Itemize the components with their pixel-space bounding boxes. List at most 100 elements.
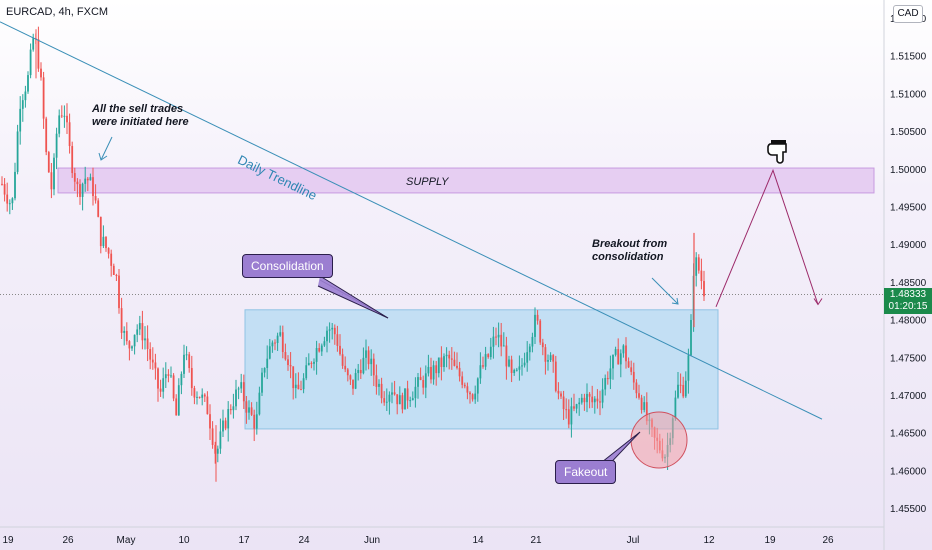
projection-path <box>715 168 819 307</box>
candle-body <box>515 369 518 371</box>
currency-badge[interactable]: CAD <box>893 5 923 23</box>
candle-body <box>209 414 211 429</box>
candle-body <box>40 68 42 78</box>
candle-body <box>313 361 315 364</box>
candle-body <box>560 393 562 397</box>
candle-body <box>6 194 9 204</box>
candle-body <box>609 368 612 380</box>
candle-body <box>580 397 583 403</box>
hand-shape <box>767 143 787 164</box>
candle-body <box>92 177 94 197</box>
price-tick-label: 1.47000 <box>890 391 927 402</box>
candle-body <box>588 393 591 397</box>
candle-body <box>253 414 256 429</box>
candle-body <box>453 359 456 366</box>
pointing-hand-icon <box>767 140 787 164</box>
symbol-label[interactable]: EURCAD, 4h, FXCM <box>6 6 109 18</box>
candle-body <box>531 336 534 347</box>
candle-body <box>617 349 620 365</box>
candle-body <box>27 75 29 92</box>
candle-body <box>232 406 235 411</box>
candle-body <box>627 361 630 368</box>
time-tick-label: May <box>117 535 136 546</box>
candle-body <box>162 378 165 392</box>
candle-body <box>37 39 40 69</box>
supply-zone <box>57 167 875 194</box>
candle-body <box>320 345 323 352</box>
candle-body <box>437 357 440 374</box>
candle-body <box>86 178 89 181</box>
candle-body <box>255 414 258 429</box>
supply-label: SUPPLY <box>406 176 449 188</box>
time-tick-label: 19 <box>2 535 14 546</box>
candle-body <box>391 392 393 395</box>
candle-body <box>526 352 529 363</box>
candle-body <box>266 358 269 368</box>
candle-body <box>292 366 295 389</box>
candle-body <box>131 346 133 349</box>
candle-body <box>294 384 297 389</box>
candle-body <box>190 368 193 389</box>
candle-body <box>89 177 92 181</box>
candle-body <box>196 396 198 398</box>
candle-body <box>372 358 375 376</box>
candle-body <box>495 336 497 338</box>
candle-body <box>383 398 386 403</box>
candle-body <box>297 384 300 390</box>
candle-body <box>567 409 570 425</box>
candle-body <box>482 365 484 367</box>
candle-body <box>695 257 698 276</box>
candle-body <box>341 354 344 366</box>
candle-body <box>367 350 370 365</box>
candle-body <box>586 393 588 403</box>
candle-body <box>557 390 560 394</box>
price-tick-label: 1.50500 <box>890 127 927 138</box>
candle-body <box>19 108 22 132</box>
candle-body <box>180 373 183 386</box>
candle-body <box>97 200 100 217</box>
fakeout-label[interactable]: Fakeout <box>555 460 617 484</box>
consolidation-label[interactable]: Consolidation <box>242 254 333 278</box>
candle-body <box>8 203 11 205</box>
candle-body <box>63 115 66 117</box>
candle-body <box>248 407 250 413</box>
breakout-arrowhead <box>671 297 679 305</box>
candle-body <box>206 396 209 415</box>
current-price-value: 1.48333 <box>889 289 927 300</box>
candle-body <box>679 384 682 386</box>
candle-body <box>406 388 409 401</box>
candle-body <box>1 183 3 185</box>
candle-body <box>128 341 131 349</box>
candle-body <box>635 382 638 394</box>
candle-body <box>417 377 419 387</box>
candle-body <box>274 342 276 344</box>
time-tick-label: 24 <box>298 535 310 546</box>
candle-body <box>632 371 635 383</box>
candle-body <box>240 382 243 389</box>
candle-body <box>172 375 175 399</box>
candle-body <box>71 146 74 174</box>
time-tick-label: 26 <box>62 535 74 546</box>
time-tick-label: 10 <box>178 535 190 546</box>
candle-body <box>554 361 557 391</box>
time-tick-label: 19 <box>764 535 776 546</box>
candle-body <box>157 368 159 389</box>
projection-arrowhead <box>813 298 823 306</box>
candle-body <box>604 377 607 390</box>
candle-body <box>677 384 679 398</box>
candle-body <box>326 330 328 342</box>
candle-body <box>583 397 586 403</box>
candle-body <box>396 394 399 405</box>
candle-body <box>380 383 383 399</box>
sell-trades-line-1: All the sell trades <box>92 103 184 115</box>
candle-body <box>214 444 217 454</box>
candle-body <box>42 77 45 119</box>
candle-body <box>565 409 568 411</box>
candle-body <box>528 346 531 353</box>
candle-body <box>430 366 432 380</box>
candle-body <box>188 354 191 369</box>
candle-body <box>235 389 237 407</box>
candle-body <box>541 342 544 348</box>
